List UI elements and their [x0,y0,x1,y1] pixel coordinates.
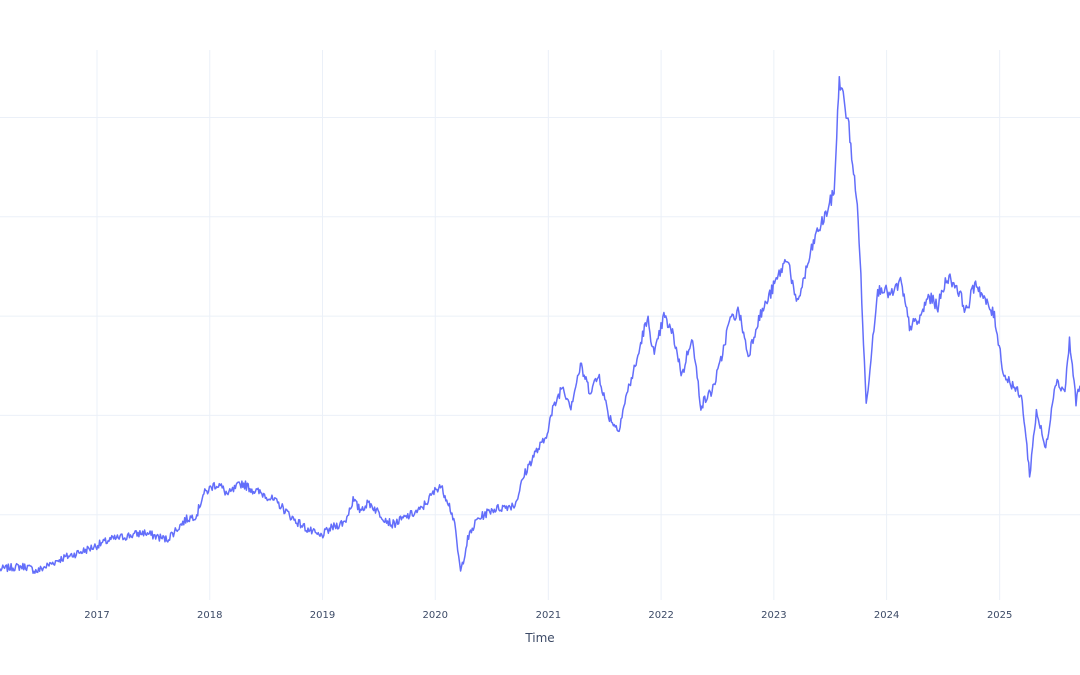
x-tick-label-2019: 2019 [310,610,335,621]
series-line-0 [0,75,1080,574]
series-layer [0,75,1080,574]
x-tick-label-2017: 2017 [84,610,109,621]
x-tick-label-2022: 2022 [648,610,673,621]
x-tick-label-2023: 2023 [761,610,786,621]
x-tick-label-2024: 2024 [874,610,899,621]
x-tick-label-2025: 2025 [987,610,1012,621]
x-tick-label-2020: 2020 [423,610,448,621]
x-tick-label-2018: 2018 [197,610,222,621]
x-axis-title: Time [524,631,554,645]
gridlines [0,50,1080,600]
x-tick-label-2021: 2021 [536,610,561,621]
x-axis-ticks: 2017 2018 2019 2020 2021 2022 2023 2024 2025 [84,610,1012,621]
